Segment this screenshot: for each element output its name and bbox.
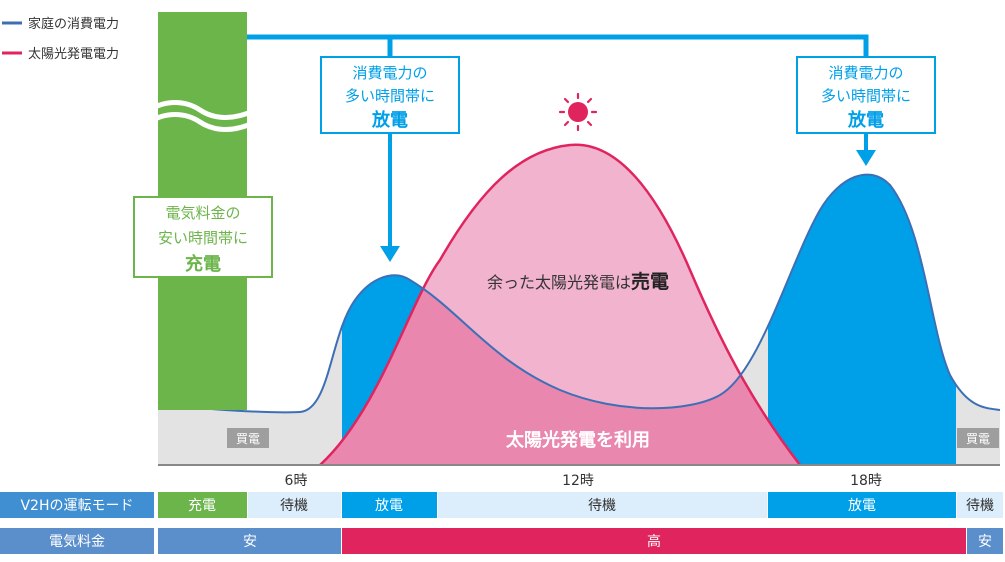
- price-cell-high: [342, 528, 966, 554]
- charge-box-line3: 充電: [185, 253, 221, 275]
- legend-solar-label: 太陽光発電電力: [28, 47, 119, 62]
- buy-badge-right: [957, 428, 999, 448]
- price-cell-2: 安: [978, 534, 992, 550]
- mode-cell-4: 放電: [848, 498, 876, 514]
- mode-cell-discharge-1: [342, 492, 437, 518]
- charge-box-line1: 電気料金の: [165, 204, 240, 222]
- price-cell-1: 高: [647, 533, 661, 550]
- discharge-box-left-line2: 多い時間帯に: [345, 87, 435, 105]
- discharge-box-left-line1: 消費電力の: [352, 64, 427, 82]
- mode-header-cell: [0, 492, 154, 518]
- mode-cell-charge: [158, 492, 247, 518]
- legend-household-label: 家庭の消費電力: [28, 16, 119, 32]
- discharge-box-left: [320, 56, 460, 134]
- discharge-box-right-line1: 消費電力の: [828, 64, 903, 82]
- price-cell-low-1: [158, 528, 341, 554]
- mode-cell-standby-1: [248, 492, 341, 518]
- mode-cell-1: 待機: [280, 498, 308, 514]
- tick-18: 18時: [850, 473, 882, 489]
- mode-header: V2Hの運転モード: [20, 498, 133, 514]
- sun-icon: [558, 92, 598, 132]
- buy-label-right: 買電: [966, 432, 990, 446]
- charge-box: [133, 196, 273, 278]
- mode-cell-3: 待機: [588, 498, 616, 514]
- price-header-cell: [0, 528, 154, 554]
- mode-cell-standby-3: [957, 492, 1003, 518]
- price-cell-low-2: [967, 528, 1003, 554]
- break-mark-icon: [148, 100, 257, 120]
- discharge-box-right: [796, 56, 936, 134]
- mode-cell-0: 充電: [188, 498, 216, 514]
- price-cell-0: 安: [243, 534, 257, 550]
- mode-cell-standby-2: [438, 492, 767, 518]
- mode-cell-discharge-2: [768, 492, 956, 518]
- surplus-label-main: 余った太陽光発電は: [487, 273, 631, 292]
- buy-badge-left: [227, 428, 269, 448]
- connector-top-line: [247, 34, 869, 57]
- surplus-label: 余った太陽光発電は売電: [487, 270, 669, 293]
- arrow-down-icon-right: [856, 150, 876, 166]
- price-header: 電気料金: [49, 534, 105, 550]
- household-curve: [157, 173, 1001, 414]
- discharge-area-evening: [768, 174, 956, 465]
- charge-box-line2: 安い時間帯に: [158, 229, 248, 247]
- tick-6: 6時: [285, 473, 308, 489]
- solar-curve: [319, 143, 801, 466]
- mode-cell-2: 放電: [375, 498, 403, 514]
- buy-label-left: 買電: [236, 432, 260, 446]
- solar-use-label: 太陽光発電を利用: [506, 429, 650, 451]
- discharge-box-left-line3: 放電: [371, 109, 408, 131]
- mode-cell-5: 待機: [966, 498, 994, 514]
- arrow-down-icon-left: [380, 246, 400, 262]
- surplus-label-bold: 売電: [631, 270, 669, 293]
- break-mark-icon-2: [148, 112, 257, 132]
- discharge-box-right-line2: 多い時間帯に: [821, 87, 911, 105]
- tick-12: 12時: [562, 473, 594, 489]
- discharge-box-right-line3: 放電: [847, 109, 884, 131]
